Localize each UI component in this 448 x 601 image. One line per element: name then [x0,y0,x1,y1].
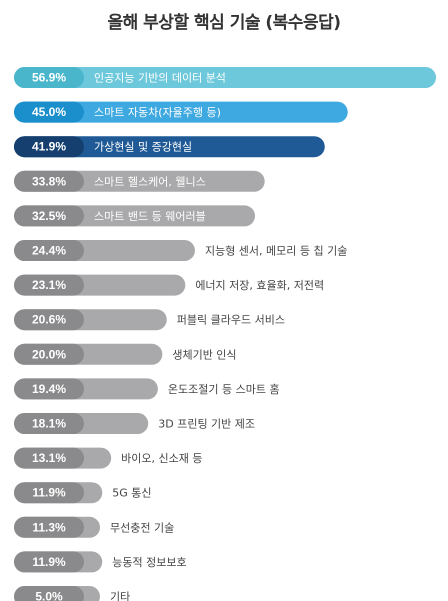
bar-value-label: 56.9% [32,71,66,85]
bar-row: 20.0% 생체기반 인식 [14,343,237,365]
bar [14,67,436,88]
bar-value-label: 41.9% [32,140,66,154]
bar-value-label: 24.4% [32,244,66,258]
bar-value-pill [14,67,84,88]
bar-value-pill [14,101,84,123]
bar-category-label: 바이오, 신소재 등 [121,452,202,465]
bar-row: 45.0% 스마트 자동차(자율주행 등) [14,101,348,123]
bar-value-label: 45.0% [32,105,66,119]
bar-category-label: 기타 [110,591,130,601]
bar-value-pill [14,205,84,227]
bar-row: 11.9% 5G 통신 [14,482,152,504]
bar-value-label: 18.1% [32,417,66,431]
bar-value-pill [14,413,84,434]
bar-value-label: 13.1% [32,451,66,465]
bar-category-label: 온도조절기 등 스마트 홈 [168,382,280,396]
bar [14,101,348,123]
bar-value-pill [14,136,84,158]
bar-value-pill [14,240,84,261]
bar-value-label: 23.1% [32,278,66,292]
bar-value-pill [14,482,84,504]
bar-row: 33.8% 스마트 헬스케어, 웰니스 [14,170,265,192]
bar-row: 23.1% 에너지 저장, 효율화, 저전력 [14,274,324,296]
bar-value-label: 20.0% [32,347,66,361]
bar-value-pill [14,378,84,400]
bar-value-pill [14,516,84,538]
bar-value-pill [14,343,84,365]
bar-category-label: 퍼블릭 클라우드 서비스 [177,314,285,327]
bar-row: 13.1% 바이오, 신소재 등 [14,447,203,469]
bar-row: 41.9% 가상현실 및 증강현실 [14,136,325,158]
bar-row: 56.9% 인공지능 기반의 데이터 분석 [14,67,436,88]
bar-category-label: 3D 프린팅 기반 제조 [158,418,255,431]
bar-value-label: 11.3% [32,520,66,534]
bar-value-pill [14,309,84,331]
bar-row: 18.1% 3D 프린팅 기반 제조 [14,413,255,434]
bar-value-pill [14,586,84,601]
bar [14,136,325,158]
bar-value-pill [14,170,84,192]
bar-category-label: 스마트 헬스케어, 웰니스 [94,175,206,188]
bar-category-label: 능동적 정보보호 [112,556,186,569]
bar-category-label: 지능형 센서, 메모리 등 칩 기술 [205,245,347,258]
bar-value-label: 11.9% [32,486,66,500]
bar-value-pill [14,447,84,469]
bar-value-label: 32.5% [32,209,66,223]
bar-row: 19.4% 온도조절기 등 스마트 홈 [14,378,280,400]
bar-value-pill [14,551,84,573]
bar-value-label: 11.9% [32,555,66,569]
bar-category-label: 5G 통신 [112,487,151,500]
chart-title: 올해 부상할 핵심 기술 (복수응답) [107,13,341,33]
bar-row: 24.4% 지능형 센서, 메모리 등 칩 기술 [14,240,347,261]
bar-row: 32.5% 스마트 밴드 등 웨어러블 [14,205,256,227]
bar-row: 5.0% 기타 [14,586,130,601]
bar-category-label: 무선충전 기술 [110,521,174,534]
bar-value-label: 20.6% [32,313,66,327]
bar-row: 11.3% 무선충전 기술 [14,516,174,538]
bar-value-label: 33.8% [32,174,66,188]
bar-value-label: 5.0% [35,590,63,601]
bar-value-label: 19.4% [32,382,66,396]
bar-category-label: 스마트 자동차(자율주행 등) [94,106,221,119]
bar-category-label: 가상현실 및 증강현실 [94,141,192,154]
bar-value-pill [14,274,84,296]
bar-category-label: 스마트 밴드 등 웨어러블 [94,210,206,223]
bar-category-label: 에너지 저장, 효율화, 저전력 [195,279,324,292]
bar-category-label: 생체기반 인식 [172,348,236,361]
bar-category-label: 인공지능 기반의 데이터 분석 [94,72,226,85]
bar-row: 11.9% 능동적 정보보호 [14,551,187,573]
bar-row: 20.6% 퍼블릭 클라우드 서비스 [14,309,285,331]
